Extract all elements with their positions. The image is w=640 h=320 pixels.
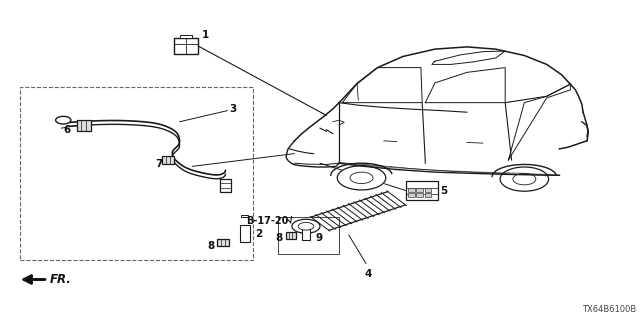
Circle shape bbox=[337, 166, 386, 190]
Text: 2: 2 bbox=[255, 229, 262, 239]
Text: FR.: FR. bbox=[50, 273, 72, 286]
Text: 8: 8 bbox=[276, 233, 283, 243]
Circle shape bbox=[500, 167, 548, 191]
Bar bbox=[417, 188, 423, 192]
Circle shape bbox=[298, 222, 314, 230]
Text: 3: 3 bbox=[229, 104, 237, 114]
Bar bbox=[425, 193, 431, 197]
Bar bbox=[20, 87, 253, 260]
Bar bbox=[77, 121, 91, 131]
Bar bbox=[417, 193, 423, 197]
Text: 9: 9 bbox=[316, 233, 323, 243]
Bar bbox=[179, 35, 192, 38]
Text: 4: 4 bbox=[364, 269, 372, 279]
Bar bbox=[220, 179, 231, 192]
Text: 5: 5 bbox=[440, 186, 447, 196]
Bar bbox=[278, 217, 339, 254]
Bar bbox=[408, 193, 415, 197]
Bar bbox=[217, 239, 228, 246]
Text: TX64B6100B: TX64B6100B bbox=[582, 305, 636, 314]
Bar bbox=[173, 38, 198, 53]
Text: 7: 7 bbox=[155, 159, 163, 169]
Bar bbox=[241, 215, 248, 217]
Text: 8: 8 bbox=[207, 241, 214, 251]
Text: B-17-20: B-17-20 bbox=[246, 216, 289, 226]
Bar bbox=[239, 225, 250, 242]
Bar bbox=[425, 188, 431, 192]
Circle shape bbox=[292, 219, 320, 233]
Text: 6: 6 bbox=[63, 125, 70, 135]
Bar bbox=[408, 188, 415, 192]
Bar bbox=[302, 229, 310, 240]
Bar bbox=[162, 156, 174, 164]
Text: 1: 1 bbox=[202, 29, 209, 40]
Bar bbox=[406, 181, 438, 200]
Bar bbox=[285, 232, 296, 239]
